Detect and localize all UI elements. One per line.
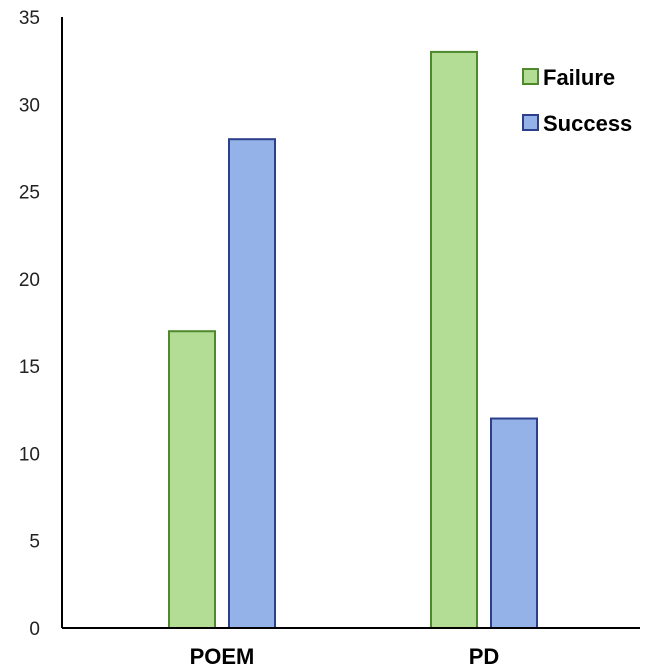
legend-label-success: Success [543,111,632,136]
bar-success-pd [490,417,538,629]
y-tick-label: 0 [29,619,40,640]
x-category-label: POEM [190,644,255,669]
bar-failure-pd [430,50,478,629]
legend-swatch-success [522,114,539,131]
bars [168,50,538,629]
y-axis-ticks: 0 5 10 15 20 25 30 35 [19,8,40,640]
y-tick-label: 30 [19,95,40,116]
y-tick-label: 35 [19,8,40,29]
y-tick-label: 5 [29,532,40,553]
legend-swatch-failure [522,68,539,85]
x-axis-labels: POEM PD [190,644,500,669]
bar-success-poem [228,138,276,629]
legend: Failure Success [522,65,632,136]
x-category-label: PD [469,644,500,669]
y-tick-label: 25 [19,183,40,204]
y-tick-label: 10 [19,444,40,465]
bar-failure-poem [168,330,216,629]
y-tick-label: 15 [19,357,40,378]
y-tick-label: 20 [19,270,40,291]
legend-label-failure: Failure [543,65,615,90]
